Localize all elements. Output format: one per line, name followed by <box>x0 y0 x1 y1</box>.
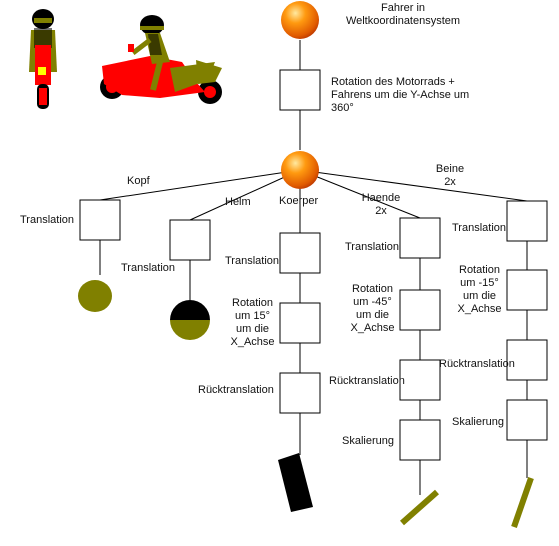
koerper-step-label: Translation <box>225 255 280 267</box>
root-rotation-box <box>279 69 321 111</box>
helm-branch-label: Helm <box>225 196 251 208</box>
kopf-step-label: Translation <box>20 214 75 226</box>
beine-skalierung-box <box>506 399 548 441</box>
kopf-translation-box <box>79 199 121 241</box>
haende-rotation-box <box>399 289 441 331</box>
koerper-translation-box <box>279 232 321 274</box>
beine-step-label: Rücktranslation <box>439 358 515 370</box>
beine-step-label: Rotation um -15° um die X_Achse <box>457 264 502 315</box>
hand-shape <box>400 489 439 526</box>
haende-branch-label: Haende 2x <box>361 192 401 217</box>
haende-ruecktranslation-box <box>399 359 441 401</box>
helm-step-label: Translation <box>121 262 176 274</box>
haende-step-label: Skalierung <box>342 435 394 447</box>
world-title-label: Fahrer in Weltkoordinatensystem <box>345 2 461 27</box>
beine-branch-label: Beine 2x <box>435 163 465 188</box>
beine-translation-box <box>506 200 548 242</box>
haende-translation-box <box>399 217 441 259</box>
koerper-step-label: Rücktranslation <box>198 384 274 396</box>
koerper-branch-label: Koerper <box>279 195 319 207</box>
helmet-shape <box>170 300 210 340</box>
helm-translation-box <box>169 219 211 261</box>
driver-node-sphere <box>281 151 319 189</box>
beine-rotation-box <box>506 269 548 311</box>
world-node-sphere <box>281 1 319 39</box>
beine-ruecktranslation-box <box>506 339 548 381</box>
haende-step-label: Translation <box>345 241 400 253</box>
leg-shape <box>511 477 534 528</box>
motorcycle-side-view <box>100 15 222 104</box>
kopf-branch-label: Kopf <box>127 175 150 187</box>
koerper-ruecktranslation-box <box>279 372 321 414</box>
head-shape <box>78 280 112 312</box>
beine-step-label: Translation <box>452 222 507 234</box>
body-shape <box>278 453 313 512</box>
haende-skalierung-box <box>399 419 441 461</box>
beine-step-label: Skalierung <box>452 416 504 428</box>
root-rotation-label: Rotation des Motorrads + Fahrens um die … <box>331 76 470 114</box>
koerper-step-label: Rotation um 15° um die X_Achse <box>230 297 275 348</box>
koerper-rotation-box <box>279 302 321 344</box>
haende-step-label: Rücktranslation <box>329 375 405 387</box>
connector-lines <box>99 40 528 495</box>
motorcycle-front-view <box>29 9 57 109</box>
haende-step-label: Rotation um -45° um die X_Achse <box>350 283 395 334</box>
